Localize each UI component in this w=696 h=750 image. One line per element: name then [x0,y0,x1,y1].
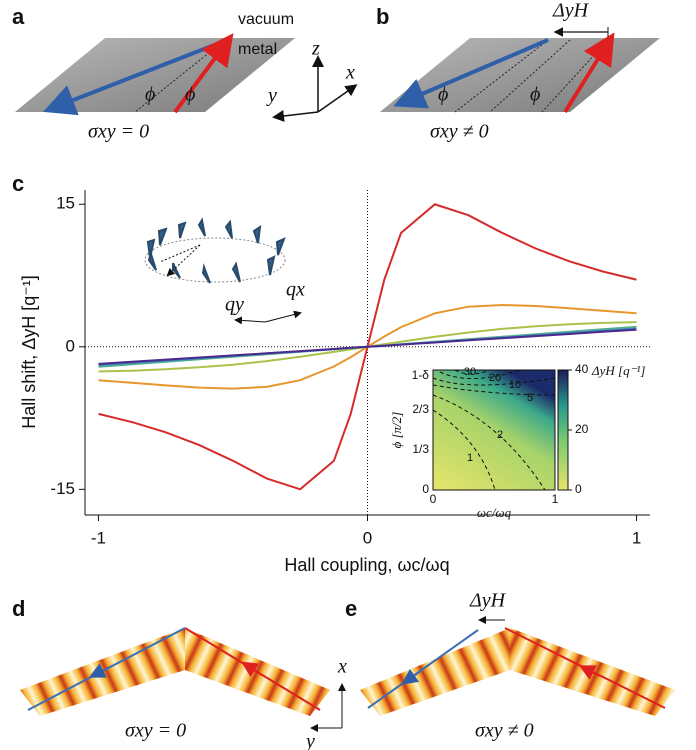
axis-arrow [264,310,302,323]
spin [146,238,156,259]
axis-label: qy [225,294,244,316]
contour-label: 2 [497,429,503,441]
inset-y-tick-label: 0 [422,482,429,496]
angle-label: ϕ [438,84,448,106]
axis-arrow [317,84,358,113]
map-inset [432,369,569,491]
colorbar-label: ΔyH [q⁻¹] [591,363,645,378]
angle-label: ϕ [145,84,155,106]
x-tick-label: -1 [91,528,106,547]
caption: σxy = 0 [88,121,149,143]
incident-beam [173,33,234,114]
panel-a: a vacuum metal ϕ ϕ σxy = 0 z x y [12,4,358,143]
beam-arrow [578,665,601,680]
spin [157,227,168,246]
series-line [98,328,637,365]
panel-label: e [345,596,357,621]
contour [432,409,496,491]
axis-label: y [304,731,315,750]
spin [252,224,262,244]
colorbar-tick-label: 20 [575,422,589,436]
inset-x-tick-label: 1 [552,492,559,506]
colorbar [557,369,569,491]
spin [266,255,276,276]
inset-y-label: ϕ [π/2] [389,412,404,449]
colorbar-tick-label: 40 [575,362,589,376]
contour-label: 5 [527,392,533,404]
normal-line [134,39,226,113]
contour [439,369,521,379]
beam-arrow [88,663,113,678]
axis-arrow [272,110,319,122]
y-tick-label: 0 [66,336,75,355]
contour-label: 1 [467,452,473,464]
guide-line [489,39,571,113]
spin [147,250,157,271]
y-tick-label: -15 [50,479,75,498]
reflected-beam [393,38,549,109]
inset-y-tick-label: 1/3 [412,442,429,456]
axis-label: x [337,656,347,678]
spin-vector [159,244,201,263]
spin-ring-inset: qy qx [144,217,305,325]
panel-label: d [12,596,25,621]
reflected-beam [367,629,479,709]
spin [275,237,286,256]
y-tick-label: 15 [56,194,75,213]
reflected-beam [43,40,223,116]
metal-label: metal [238,41,277,58]
inset-x-tick-label: 0 [430,492,437,506]
contour-label: 20 [489,372,501,384]
y-axis-label: Hall shift, ΔyH [q⁻¹] [19,275,39,429]
contour [432,377,556,386]
x-tick-label: 1 [632,528,641,547]
panel-label: b [376,4,389,29]
contour-label: 10 [509,379,521,391]
beam-arrow [401,668,423,685]
panel-label: a [12,4,25,29]
axis-arrow [234,316,266,325]
inset-y-tick-label: 2/3 [412,402,429,416]
spin [224,219,233,239]
axis-label: z [311,38,320,60]
contour [432,384,556,396]
spin [172,262,181,279]
angle-label: ϕ [530,84,540,106]
x-tick-label: 0 [363,528,372,547]
panel-b: b ΔyH ϕ ϕ σxy ≠ 0 [376,0,660,143]
caption: σxy ≠ 0 [430,121,489,143]
axis-label: qx [286,279,305,301]
axis-label: x [345,62,355,84]
spin-vector [166,244,201,277]
caption: σxy ≠ 0 [475,720,534,742]
contour [454,369,491,375]
inset-y-tick-label: 1-δ [412,368,430,382]
panel-label: c [12,171,24,196]
caption: σxy = 0 [125,720,186,742]
spin [201,263,211,284]
colorbar-tick-label: 0 [575,482,582,496]
metal-plane [380,38,660,112]
angle-label: ϕ [185,84,195,106]
inset-x-label: ωc/ωq [477,505,512,520]
spin [177,221,187,239]
shift-label: ΔyH [552,0,590,22]
contour-label: 30 [464,366,476,378]
x-axis-label: Hall coupling, ωc/ωq [284,555,449,575]
panel-e: e ΔyH σxy ≠ 0 [345,590,675,742]
spin [231,261,241,283]
beam-arrow [241,661,263,678]
panel-c: c Hall coupling, ωc/ωq Hall shift, ΔyH [… [12,171,650,575]
contour [432,394,546,491]
vacuum-label: vacuum [238,11,294,28]
ring [144,237,286,283]
spin [197,217,206,237]
axis-label: y [266,85,277,107]
shift-label: ΔyH [469,590,507,612]
incident-beam [563,32,615,114]
panel-d: d σxy = 0 x y [12,596,347,750]
heatmap [432,369,556,491]
